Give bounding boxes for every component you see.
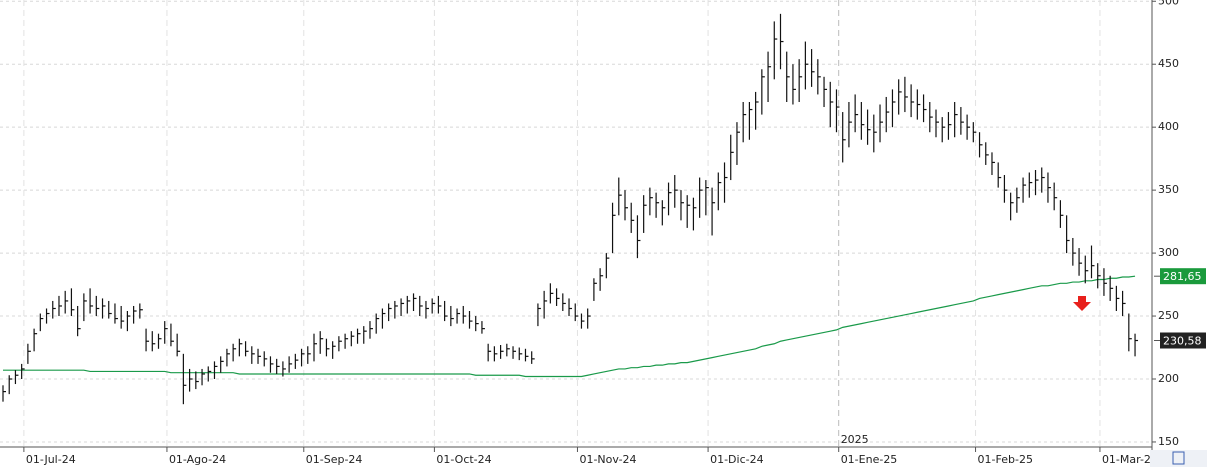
y-tick-label: 500 bbox=[1158, 0, 1179, 7]
y-tick-label: 200 bbox=[1158, 372, 1179, 385]
x-tick-label: 01-Ago-24 bbox=[169, 453, 226, 466]
save-icon[interactable] bbox=[1172, 451, 1185, 465]
x-tick-label: 01-Nov-24 bbox=[579, 453, 636, 466]
y-tick-label: 450 bbox=[1158, 57, 1179, 70]
year-label: 2025 bbox=[841, 433, 869, 446]
toolbar bbox=[1150, 450, 1207, 467]
price-tag-label: 281,65 bbox=[1163, 270, 1202, 283]
x-tick-label: 01-Jul-24 bbox=[26, 453, 76, 466]
x-tick-label: 01-Feb-25 bbox=[978, 453, 1033, 466]
price-tag-box bbox=[1160, 332, 1206, 349]
y-tick-label: 300 bbox=[1158, 246, 1179, 259]
price-tag-label: 230,58 bbox=[1163, 335, 1202, 348]
x-tick-label: 01-Dic-24 bbox=[710, 453, 764, 466]
y-tick-label: 150 bbox=[1158, 435, 1179, 448]
price-tag-box bbox=[1160, 268, 1206, 285]
sell-arrow bbox=[1073, 296, 1091, 311]
x-tick-label: 01-Oct-24 bbox=[436, 453, 491, 466]
x-tick-label: 01-Mar-25 bbox=[1102, 453, 1158, 466]
x-tick-label: 01-Ene-25 bbox=[841, 453, 898, 466]
average-line bbox=[3, 275, 1136, 378]
x-tick-label: 01-Sep-24 bbox=[306, 453, 363, 466]
y-tick-label: 250 bbox=[1158, 309, 1179, 322]
y-tick-label: 350 bbox=[1158, 183, 1179, 196]
y-tick-label: 400 bbox=[1158, 120, 1179, 133]
